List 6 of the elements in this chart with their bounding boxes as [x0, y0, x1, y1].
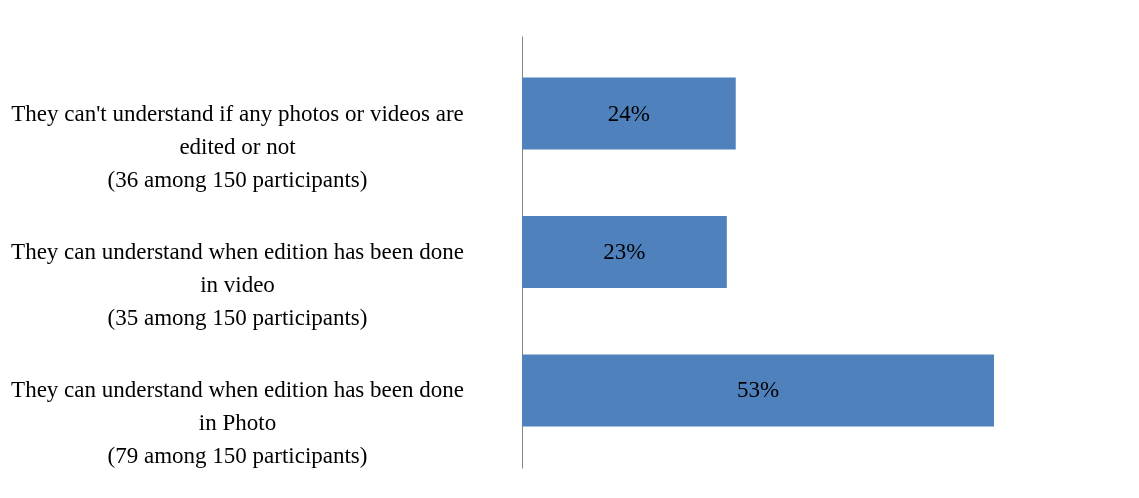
data-label: 23%	[603, 239, 646, 264]
data-label: 24%	[607, 100, 650, 126]
y-tick-label: They can't understand if any photos or videos are edited or not (36 among 150 participants)	[11, 100, 464, 192]
y-tick-label: They can understand when edition has been done in Photo (79 among 150 participants)	[11, 377, 464, 469]
y-tick-label: They can understand when edition has been done in video (35 among 150 participants)	[11, 239, 464, 330]
data-label: 53%	[736, 377, 780, 403]
